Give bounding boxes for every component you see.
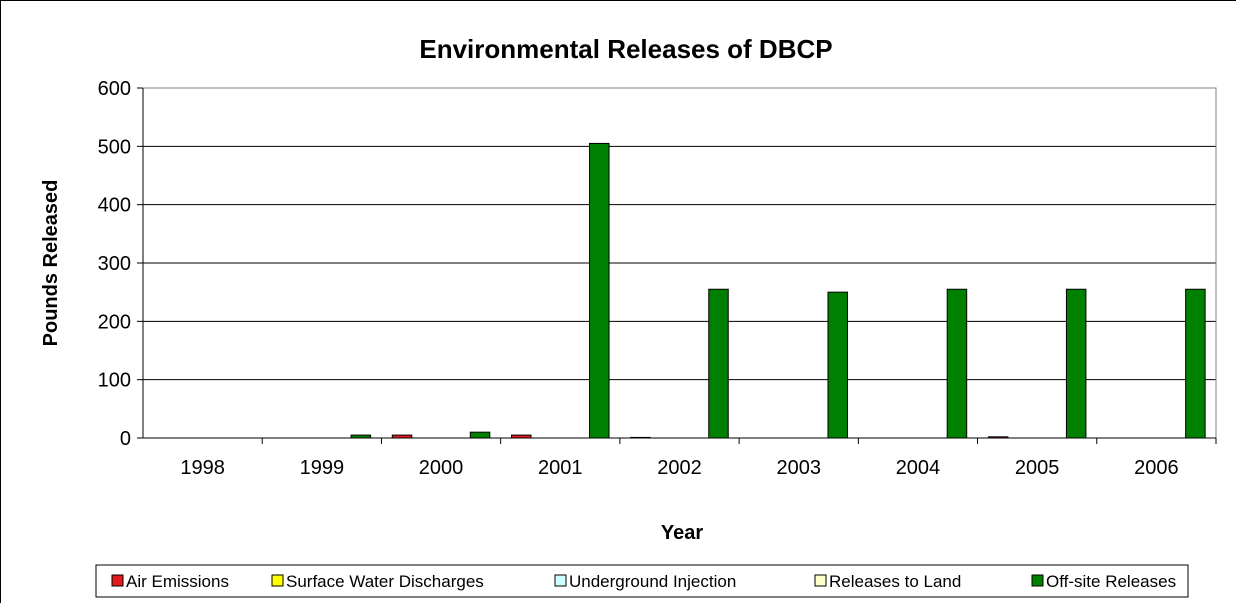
y-tick-label: 200 (98, 311, 131, 333)
legend-swatch (111, 574, 124, 587)
bar-air-emissions (391, 434, 413, 439)
legend-label: Underground Injection (569, 572, 736, 591)
legend-label: Releases to Land (829, 572, 961, 591)
bar-off-site-releases (1185, 288, 1206, 439)
legend-label: Air Emissions (126, 572, 229, 591)
legend-swatch (814, 574, 827, 587)
legend-item: Underground Injection (554, 572, 736, 591)
legend-swatch (1031, 574, 1044, 587)
y-axis-title: Pounds Released (40, 180, 62, 347)
y-tick-label: 400 (98, 195, 131, 217)
bar-off-site-releases (1065, 288, 1087, 439)
chart-title: Environmental Releases of DBCP (419, 34, 832, 64)
y-tick-label: 600 (98, 78, 131, 100)
legend-label: Off-site Releases (1046, 572, 1176, 591)
bar-air-emissions (987, 436, 1009, 439)
y-tick-label: 500 (98, 136, 131, 158)
bar-off-site-releases (589, 142, 610, 439)
y-tick-label: 100 (98, 370, 131, 392)
legend-item: Off-site Releases (1031, 572, 1176, 591)
x-tick-label: 2006 (1134, 457, 1179, 479)
legend: Air Emissions Surface Water Discharges Und… (95, 564, 1189, 598)
x-tick-label: 2002 (657, 457, 702, 479)
bar-off-site-releases (946, 288, 968, 439)
y-tick-label: 300 (98, 253, 131, 275)
x-tick-label: 1999 (300, 457, 345, 479)
x-tick-label: 2005 (1015, 457, 1060, 479)
x-tick-label: 2004 (896, 457, 941, 479)
bar-air-emissions (511, 434, 532, 439)
legend-item: Air Emissions (111, 572, 229, 591)
legend-swatch (554, 574, 567, 587)
legend-swatch (271, 574, 284, 587)
bar-off-site-releases (469, 431, 491, 439)
legend-item: Surface Water Discharges (271, 572, 484, 591)
x-tick-label: 2001 (538, 457, 583, 479)
bar-off-site-releases (350, 434, 372, 439)
legend-label: Surface Water Discharges (286, 572, 484, 591)
legend-item: Releases to Land (814, 572, 961, 591)
legend-box (95, 564, 1189, 598)
bar-air-emissions (630, 436, 651, 439)
x-axis-title: Year (661, 522, 703, 544)
x-tick-label: 2003 (776, 457, 821, 479)
bar-off-site-releases (827, 291, 848, 439)
x-tick-label: 1998 (180, 457, 225, 479)
plot-area: 0 100 200 300 400 500 600 1998 1999 2000 2001 2002 2… (98, 78, 1217, 479)
bar-off-site-releases (708, 288, 729, 439)
y-tick-label: 0 (120, 428, 131, 450)
x-tick-label: 2000 (419, 457, 464, 479)
